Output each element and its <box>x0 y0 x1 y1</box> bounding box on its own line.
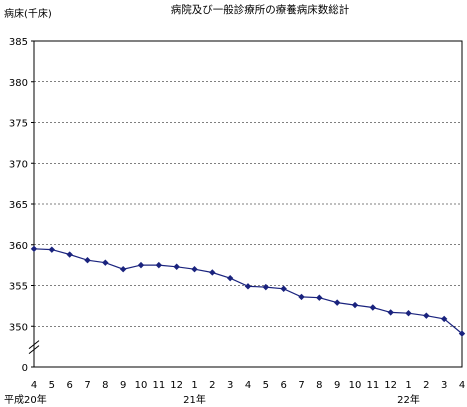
data-point <box>155 261 163 269</box>
data-point <box>351 301 359 309</box>
x-tick-label: 9 <box>334 380 340 391</box>
axis-break-mark <box>28 345 40 355</box>
axis-break <box>28 340 40 355</box>
data-point <box>137 261 145 269</box>
y-tick-label: 360 <box>9 241 28 252</box>
axis-break-mark <box>28 340 40 350</box>
x-tick-labels: 4 5 6 7 8 9 10 11 12 1 2 3 4 5 6 7 8 9 10 11 12 1 2 3 4 <box>31 380 465 391</box>
x-tick-label: 6 <box>280 380 286 391</box>
data-point <box>173 263 180 270</box>
x-tick-label: 12 <box>384 380 397 391</box>
data-point <box>84 257 91 264</box>
x-tick-label: 1 <box>405 380 411 391</box>
x-tick-label: 2 <box>423 380 429 391</box>
x-tick-label: 7 <box>298 380 304 391</box>
y-tick-label: 375 <box>9 119 28 130</box>
data-point <box>440 315 448 323</box>
y-tick-label: 380 <box>9 78 28 89</box>
x-tick-label: 9 <box>120 380 126 391</box>
data-point <box>387 309 394 316</box>
year-labels: 平成20年 21年 22年 <box>4 393 420 406</box>
x-tick-label: 5 <box>49 380 55 391</box>
data-point <box>280 285 287 292</box>
grid-lines <box>33 40 463 368</box>
data-point <box>66 251 73 258</box>
y-axis-label: 病床(千床) <box>4 7 52 20</box>
y-tick-label: 365 <box>9 200 28 211</box>
x-tick-label: 3 <box>227 380 233 391</box>
y-tick-labels: 0 350 355 360 365 370 375 380 385 <box>9 37 34 374</box>
x-tick-label: 8 <box>102 380 108 391</box>
y-tick-label: 0 <box>22 363 28 374</box>
data-point <box>262 283 270 291</box>
year-label: 平成20年 <box>4 393 47 406</box>
data-point <box>405 310 412 317</box>
x-tick-label: 10 <box>349 380 362 391</box>
year-label: 21年 <box>183 393 206 406</box>
data-point <box>102 259 109 266</box>
data-point <box>369 304 377 311</box>
data-point <box>244 283 252 290</box>
data-series <box>30 245 466 337</box>
series-line <box>33 248 463 335</box>
data-point <box>48 246 56 253</box>
x-tick-label: 11 <box>152 380 165 391</box>
data-point <box>119 266 127 273</box>
y-tick-label: 370 <box>9 159 28 170</box>
x-tick-label: 12 <box>170 380 183 391</box>
x-tick-label: 6 <box>66 380 72 391</box>
data-point <box>298 293 305 301</box>
y-tick-label: 385 <box>9 37 28 48</box>
data-point <box>316 294 323 301</box>
x-tick-label: 11 <box>366 380 379 391</box>
chart-title: 病院及び一般診療所の療養病床数総計 <box>171 3 350 16</box>
x-tick-label: 4 <box>459 380 465 391</box>
x-tick-label: 10 <box>135 380 148 391</box>
data-point <box>226 274 234 282</box>
data-point <box>30 245 38 253</box>
data-point <box>191 266 198 273</box>
data-point <box>333 299 341 306</box>
data-point <box>423 312 430 319</box>
x-tick-label: 8 <box>316 380 322 391</box>
x-tick-label: 2 <box>209 380 215 391</box>
x-tick-label: 5 <box>263 380 269 391</box>
y-tick-label: 350 <box>9 322 28 333</box>
x-tick-label: 1 <box>191 380 197 391</box>
data-point <box>209 269 216 276</box>
x-tick-label: 4 <box>245 380 251 391</box>
x-tick-label: 7 <box>84 380 90 391</box>
year-label: 22年 <box>397 393 420 406</box>
x-tick-label: 4 <box>31 380 37 391</box>
y-tick-label: 355 <box>9 282 28 293</box>
data-point <box>458 330 466 337</box>
x-tick-label: 3 <box>441 380 447 391</box>
